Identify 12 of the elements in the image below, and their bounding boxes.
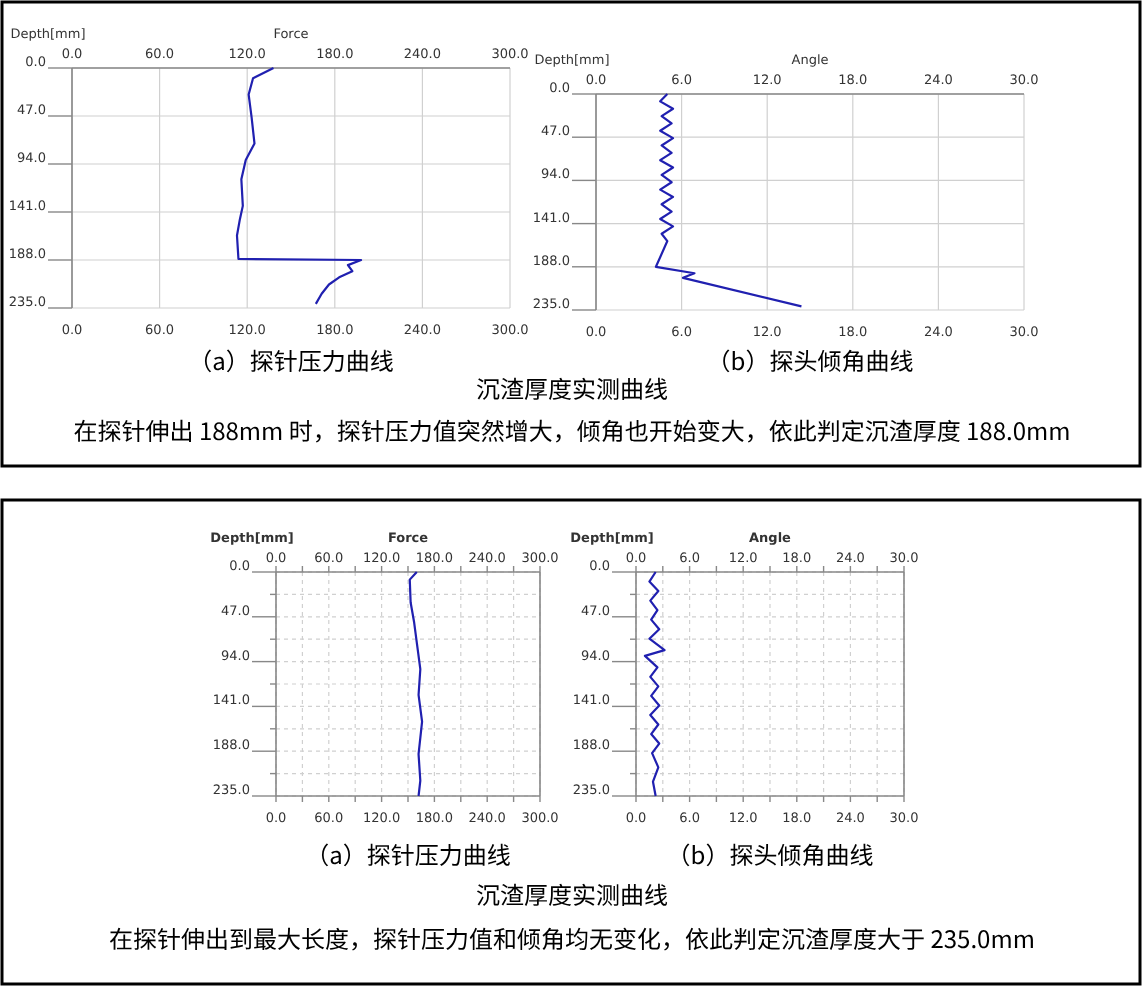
line-series [408, 570, 424, 798]
line-series [654, 92, 803, 308]
text: （a）探针压力曲线 [188, 344, 394, 378]
text: 在探针伸出 188mm 时，探针压力值突然增大，倾角也开始变大，依此判定沉渣厚度 188.0mm [73, 414, 1071, 448]
text: 沉渣厚度实测曲线 [475, 372, 669, 406]
line-series [643, 570, 666, 798]
line-series [235, 66, 363, 306]
text: 在探针伸出到最大长度，探针压力值和倾角均无变化，依此判定沉渣厚度大于 235.0mm [109, 922, 1035, 956]
text: （a）探针压力曲线 [305, 838, 511, 872]
text: 沉渣厚度实测曲线 [475, 878, 669, 912]
text: （b）探头倾角曲线 [666, 838, 874, 872]
text: （b）探头倾角曲线 [706, 344, 914, 378]
